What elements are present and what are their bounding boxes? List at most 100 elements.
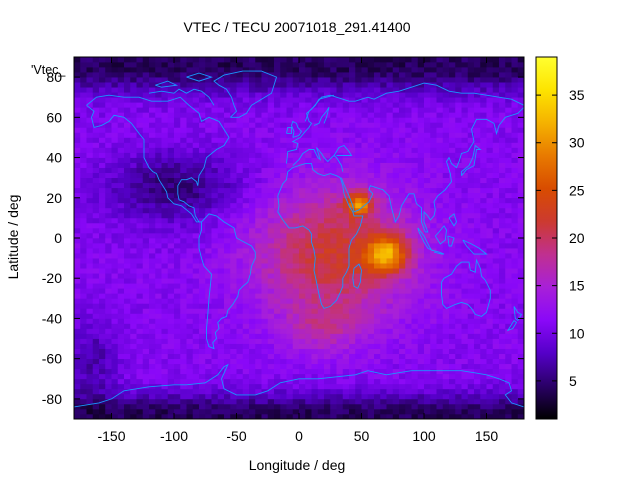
heatmap-cell <box>117 248 125 254</box>
heatmap-cell <box>424 197 431 204</box>
heatmap-cell <box>236 167 244 173</box>
heatmap-cell <box>336 187 344 194</box>
heatmap-cell <box>299 308 306 314</box>
heatmap-cell <box>436 187 444 194</box>
heatmap-cell <box>299 388 306 395</box>
heatmap-cell <box>230 273 237 279</box>
heatmap-cell <box>111 77 119 83</box>
heatmap-cell <box>474 338 481 344</box>
heatmap-cell <box>149 403 156 410</box>
heatmap-cell <box>292 157 300 163</box>
heatmap-cell <box>149 82 156 88</box>
heatmap-cell <box>311 57 319 63</box>
heatmap-cell <box>355 328 362 334</box>
heatmap-cell <box>449 348 456 354</box>
heatmap-cell <box>442 253 450 259</box>
heatmap-cell <box>405 92 412 98</box>
heatmap-cell <box>242 122 250 128</box>
heatmap-cell <box>361 217 369 224</box>
heatmap-cell <box>361 238 369 244</box>
heatmap-cell <box>486 383 494 390</box>
heatmap-cell <box>424 67 431 73</box>
heatmap-cell <box>199 107 206 113</box>
heatmap-cell <box>267 358 275 365</box>
heatmap-cell <box>224 373 231 380</box>
heatmap-cell <box>261 408 269 415</box>
heatmap-cell <box>105 368 112 375</box>
heatmap-cell <box>167 107 175 113</box>
heatmap-cell <box>324 318 331 324</box>
heatmap-cell <box>174 373 181 380</box>
heatmap-cell <box>417 398 425 405</box>
heatmap-cell <box>130 107 137 113</box>
heatmap-cell <box>186 97 194 103</box>
heatmap-cell <box>74 77 81 83</box>
heatmap-cell <box>467 238 475 244</box>
heatmap-cell <box>261 192 269 199</box>
heatmap-cell <box>286 132 294 138</box>
heatmap-cell <box>449 258 456 264</box>
heatmap-cell <box>411 117 419 123</box>
heatmap-cell <box>474 298 481 304</box>
heatmap-cell <box>474 388 481 395</box>
heatmap-cell <box>274 142 281 148</box>
heatmap-cell <box>124 112 131 118</box>
heatmap-cell <box>411 137 419 143</box>
heatmap-cell <box>342 293 350 299</box>
heatmap-cell <box>367 132 375 138</box>
heatmap-cell <box>86 152 94 158</box>
heatmap-cell <box>280 343 287 349</box>
heatmap-cell <box>174 92 181 98</box>
heatmap-cell <box>280 303 287 309</box>
heatmap-cell <box>92 147 100 153</box>
heatmap-cell <box>455 62 462 68</box>
heatmap-cell <box>299 67 306 73</box>
heatmap-cell <box>305 338 312 344</box>
heatmap-cell <box>142 238 150 244</box>
heatmap-cell <box>324 122 331 128</box>
heatmap-cell <box>330 67 337 73</box>
heatmap-cell <box>374 207 381 214</box>
heatmap-cell <box>249 393 256 400</box>
heatmap-cell <box>124 147 131 153</box>
heatmap-cell <box>374 258 381 264</box>
heatmap-cell <box>199 62 206 68</box>
heatmap-cell <box>430 338 437 344</box>
heatmap-cell <box>442 403 450 410</box>
heatmap-cell <box>86 187 94 194</box>
heatmap-cell <box>399 182 406 189</box>
heatmap-cell <box>86 363 94 370</box>
heatmap-cell <box>286 378 294 385</box>
heatmap-cell <box>336 248 344 254</box>
heatmap-cell <box>167 248 175 254</box>
heatmap-cell <box>486 142 494 148</box>
heatmap-cell <box>180 293 187 299</box>
heatmap-cell <box>130 172 137 179</box>
heatmap-cell <box>324 167 331 173</box>
heatmap-cell <box>80 57 87 63</box>
heatmap-cell <box>386 358 394 365</box>
heatmap-cell <box>405 263 412 269</box>
heatmap-cell <box>111 107 119 113</box>
heatmap-cell <box>442 398 450 405</box>
heatmap-cell <box>367 162 375 168</box>
heatmap-cell <box>461 363 469 370</box>
heatmap-cell <box>449 273 456 279</box>
heatmap-cell <box>249 187 256 194</box>
heatmap-cell <box>342 403 350 410</box>
heatmap-cell <box>92 157 100 163</box>
heatmap-cell <box>486 187 494 194</box>
heatmap-cell <box>342 323 350 329</box>
heatmap-cell <box>380 388 387 395</box>
heatmap-cell <box>255 137 262 143</box>
heatmap-cell <box>499 383 506 390</box>
heatmap-cell <box>480 97 487 103</box>
heatmap-cell <box>436 172 444 179</box>
heatmap-cell <box>249 373 256 380</box>
heatmap-cell <box>374 348 381 354</box>
heatmap-cell <box>136 268 144 274</box>
heatmap-cell <box>417 87 425 93</box>
heatmap-cell <box>186 363 194 370</box>
heatmap-cell <box>211 253 219 259</box>
heatmap-cell <box>424 373 431 380</box>
